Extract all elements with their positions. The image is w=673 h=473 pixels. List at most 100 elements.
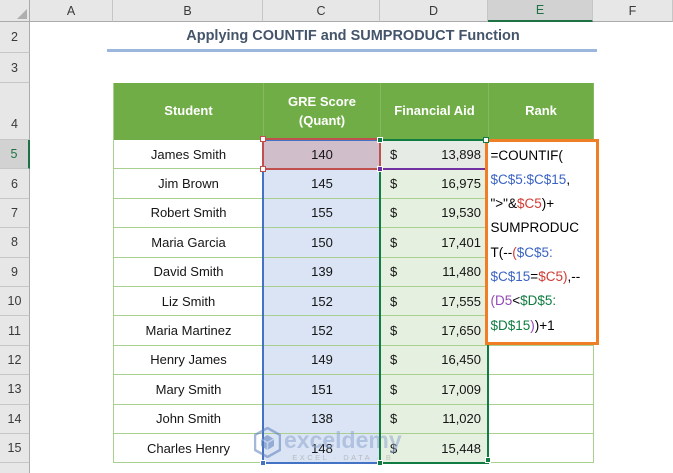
row-header-13[interactable]: 13 — [0, 375, 30, 405]
cell-D7[interactable]: $19,530 — [381, 198, 489, 229]
cell-C13[interactable]: 151 — [264, 375, 381, 405]
cell-B8[interactable]: Maria Garcia — [114, 228, 264, 258]
cell-D15[interactable]: $15,448 — [381, 433, 489, 464]
cell-E14[interactable] — [489, 404, 594, 434]
aid-amount: 19,530 — [441, 205, 481, 221]
cell-B12[interactable]: Henry James — [114, 345, 264, 376]
row-header-3[interactable]: 3 — [0, 53, 30, 83]
watermark: exceldemy EXCEL · DATA · B — [253, 425, 489, 465]
column-header-A[interactable]: A — [30, 0, 113, 22]
aid-amount: 16,975 — [441, 176, 481, 192]
aid-amount: 17,401 — [441, 234, 481, 250]
cell-C14[interactable]: 138 — [264, 404, 381, 434]
cell-B10[interactable]: Liz Smith — [114, 286, 264, 317]
row-header-5[interactable]: 5 — [0, 140, 30, 170]
fill-handle-green-top[interactable] — [377, 136, 383, 143]
cell-C9[interactable]: 139 — [264, 257, 381, 287]
column-header-C[interactable]: C — [263, 0, 380, 22]
cell-D9[interactable]: $11,480 — [381, 257, 489, 287]
fill-handle-red-top[interactable] — [259, 136, 266, 142]
currency-symbol: $ — [390, 146, 398, 162]
formula-line: =COUNTIF( — [490, 147, 563, 163]
formula-line: $C$15=$C5),-- — [490, 268, 581, 284]
cell-E15[interactable] — [489, 433, 594, 464]
cell-C6[interactable]: 145 — [264, 169, 381, 199]
cell-C5[interactable]: 140 — [264, 140, 381, 170]
table-header-student: Student — [114, 83, 264, 140]
aid-amount: 17,555 — [441, 293, 481, 309]
cell-D6[interactable]: $16,975 — [381, 169, 489, 199]
column-header-B[interactable]: B — [113, 0, 263, 22]
row-header-6[interactable]: 6 — [0, 169, 30, 199]
row-header-15[interactable]: 15 — [0, 434, 30, 464]
title-cell[interactable]: Applying COUNTIF and SUMPRODUCT Function — [186, 28, 520, 44]
currency-symbol: $ — [390, 411, 398, 427]
currency-symbol: $ — [390, 293, 398, 309]
cell-D11[interactable]: $17,650 — [381, 316, 489, 346]
aid-amount: 16,450 — [441, 352, 481, 368]
title-underline — [107, 49, 597, 52]
cell-B13[interactable]: Mary Smith — [114, 375, 264, 405]
formula-line: ">"&$C5)+ — [490, 196, 555, 212]
currency-symbol: $ — [390, 205, 398, 221]
cell-B9[interactable]: David Smith — [114, 257, 264, 287]
cell-E12[interactable] — [489, 345, 594, 376]
table-header-rank: Rank — [489, 83, 594, 140]
cell-D8[interactable]: $17,401 — [381, 228, 489, 258]
fill-handle-blue-bottom[interactable] — [259, 459, 266, 466]
column-header-E[interactable]: E — [488, 0, 593, 22]
cell-D12[interactable]: $16,450 — [381, 345, 489, 376]
watermark-brand: exceldemy — [284, 426, 402, 453]
column-header-D[interactable]: D — [380, 0, 488, 22]
watermark-tagline: EXCEL · DATA · B — [292, 452, 394, 462]
row-header-12[interactable]: 12 — [0, 345, 30, 376]
aid-amount: 11,480 — [442, 264, 481, 280]
row-header-2[interactable]: 2 — [0, 22, 30, 53]
cell-D10[interactable]: $17,555 — [381, 286, 489, 317]
cell-C8[interactable]: 150 — [264, 228, 381, 258]
cell-B7[interactable]: Robert Smith — [114, 198, 264, 229]
row-header-7[interactable]: 7 — [0, 198, 30, 229]
cell-C15[interactable]: 148 — [264, 433, 381, 464]
cell-B15[interactable]: Charles Henry — [114, 433, 264, 464]
formula-cell-E5[interactable]: =COUNTIF($C$5:$C$15, ">"&$C5)+ SUMPRODUC T(… — [484, 138, 599, 345]
cell-C7[interactable]: 155 — [264, 198, 381, 229]
row-header-8[interactable]: 8 — [0, 228, 30, 258]
row-header-9[interactable]: 9 — [0, 257, 30, 287]
column-header-F[interactable]: F — [593, 0, 673, 22]
cell-C11[interactable]: 152 — [264, 316, 381, 346]
aid-amount: 17,650 — [441, 323, 481, 339]
formula-line: $D$15))+1 — [490, 317, 555, 333]
cell-B5[interactable]: James Smith — [114, 140, 264, 170]
cell-B6[interactable]: Jim Brown — [114, 169, 264, 199]
fill-handle-green-white[interactable] — [482, 136, 489, 143]
row-header-stub[interactable] — [0, 463, 30, 473]
formula-line: $C$5:$C$15, — [490, 171, 571, 187]
currency-symbol: $ — [390, 176, 398, 192]
fill-handle-purple[interactable] — [377, 165, 383, 172]
currency-symbol: $ — [390, 264, 398, 280]
row-header-11[interactable]: 11 — [0, 316, 30, 346]
cell-C12[interactable]: 149 — [264, 345, 381, 376]
cell-C10[interactable]: 152 — [264, 286, 381, 317]
row-header-4[interactable]: 4 — [0, 83, 30, 140]
fill-handle-red-bottom[interactable] — [259, 165, 266, 172]
table-header-gre-score: GRE Score (Quant) — [264, 83, 381, 140]
row-header-14[interactable]: 14 — [0, 404, 30, 434]
currency-symbol: $ — [390, 352, 398, 368]
table-header-financial-aid: Financial Aid — [381, 83, 489, 140]
currency-symbol: $ — [390, 440, 398, 456]
aid-amount: 11,020 — [442, 411, 481, 427]
currency-symbol: $ — [390, 323, 398, 339]
exceldemy-logo-icon — [253, 426, 282, 463]
cell-D13[interactable]: $17,009 — [381, 375, 489, 405]
select-all-corner[interactable] — [0, 0, 30, 22]
cell-D5[interactable]: $13,898 — [381, 140, 489, 170]
cell-E13[interactable] — [489, 375, 594, 405]
fill-handle-green-bottom[interactable] — [377, 459, 383, 466]
cell-B14[interactable]: John Smith — [114, 404, 264, 434]
fill-handle-green-bottom-right[interactable] — [484, 456, 491, 463]
cell-B11[interactable]: Maria Martinez — [114, 316, 264, 346]
row-header-10[interactable]: 10 — [0, 287, 30, 317]
